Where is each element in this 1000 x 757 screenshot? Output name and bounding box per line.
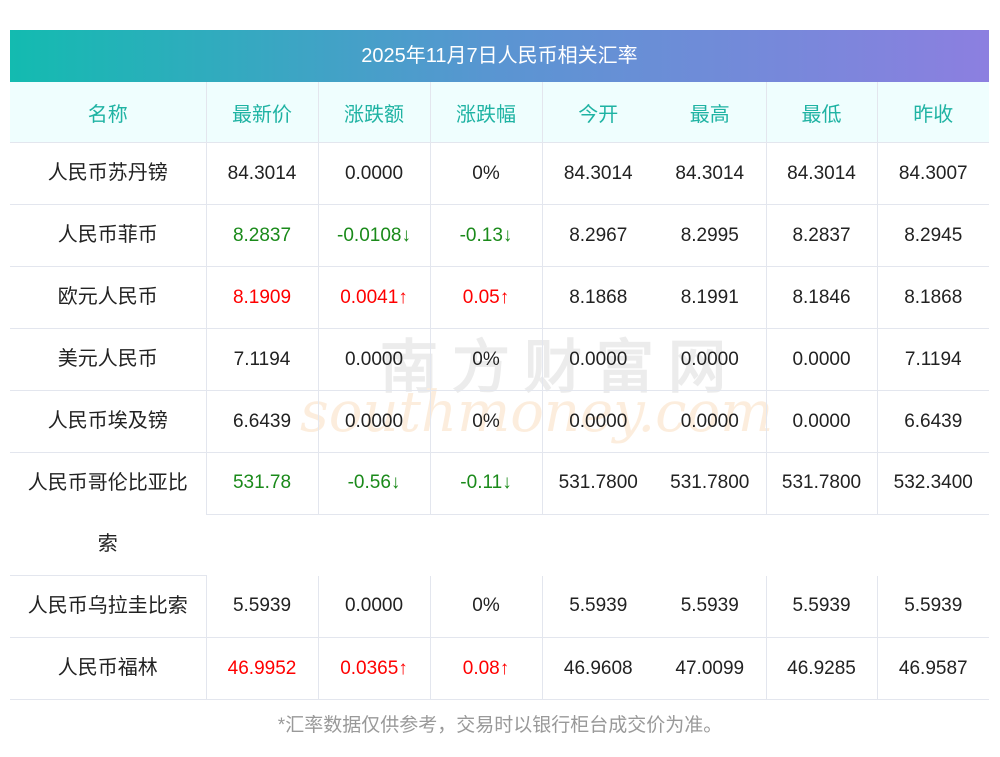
- rate-cell: 0.0000: [317, 575, 430, 638]
- rate-cell: 0%: [429, 575, 542, 638]
- rate-cell: 84.3014: [765, 142, 877, 205]
- currency-name: 人民币埃及镑: [10, 390, 206, 453]
- rate-cell: 0.05↑: [429, 266, 542, 329]
- rate-cell: 5.5939: [654, 575, 766, 638]
- rate-cell: 531.7800: [541, 452, 654, 515]
- table-row: 人民币苏丹镑 84.3014 0.0000 0% 84.3014 84.3014 84.30…: [10, 142, 989, 205]
- rate-cell: 0.0000: [654, 390, 766, 453]
- rate-cell: 8.1846: [765, 266, 877, 329]
- column-header[interactable]: 最新价: [205, 82, 318, 143]
- column-header[interactable]: 最低: [765, 82, 877, 143]
- rate-cell: 0.0000: [765, 328, 877, 391]
- rate-cell: 532.3400: [876, 452, 989, 515]
- rate-cell: 8.1991: [654, 266, 766, 329]
- rate-cell: 6.6439: [205, 390, 318, 453]
- rate-cell: 0.08↑: [429, 637, 542, 700]
- rate-cell: 0%: [429, 390, 542, 453]
- table-row: 人民币埃及镑 6.6439 0.0000 0% 0.0000 0.0000 0.0000 6.…: [10, 390, 989, 453]
- rate-cell: 0.0041↑: [317, 266, 430, 329]
- rate-cell: 0.0000: [317, 328, 430, 391]
- rate-cell: 46.9608: [541, 637, 654, 700]
- rate-cell: 6.6439: [876, 390, 989, 453]
- rate-cell: 8.2945: [876, 204, 989, 267]
- rate-cell: 7.1194: [876, 328, 989, 391]
- rate-cell: 5.5939: [541, 575, 654, 638]
- rate-cell: 531.7800: [765, 452, 877, 515]
- currency-name: 美元人民币: [10, 328, 206, 391]
- rate-cell: 8.1909: [205, 266, 318, 329]
- rate-cell: 7.1194: [205, 328, 318, 391]
- rate-cell: 0%: [429, 328, 542, 391]
- column-header[interactable]: 今开: [541, 82, 654, 143]
- column-header[interactable]: 名称: [10, 82, 206, 143]
- table-row: 人民币乌拉圭比索 5.5939 0.0000 0% 5.5939 5.5939 5.5939…: [10, 575, 989, 638]
- rate-cell: 47.0099: [654, 637, 766, 700]
- rate-cell: 8.2837: [765, 204, 877, 267]
- rate-cell: 0.0000: [541, 328, 654, 391]
- rate-cell: 84.3014: [205, 142, 318, 205]
- rate-cell: 0.0000: [317, 142, 430, 205]
- rate-cell: 84.3007: [876, 142, 989, 205]
- table-row: 美元人民币 7.1194 0.0000 0% 0.0000 0.0000 0.0000 7.1…: [10, 328, 989, 391]
- rate-cell: 0.0000: [317, 390, 430, 453]
- rate-cell: 46.9587: [876, 637, 989, 700]
- column-header[interactable]: 涨跌幅: [429, 82, 542, 143]
- rate-cell: 8.1868: [876, 266, 989, 329]
- empty-cell: [206, 514, 989, 575]
- column-header[interactable]: 昨收: [876, 82, 989, 143]
- rate-cell: -0.56↓: [317, 452, 430, 515]
- rate-cell: 8.2995: [654, 204, 766, 267]
- currency-name: 人民币苏丹镑: [10, 142, 206, 205]
- table-title: 2025年11月7日人民币相关汇率: [10, 30, 989, 82]
- rate-cell: 84.3014: [541, 142, 654, 205]
- rate-cell: -0.11↓: [429, 452, 542, 515]
- table-row: 人民币哥伦比亚比索 531.78 -0.56↓ -0.11↓ 531.7800 531.7…: [10, 452, 989, 576]
- rate-cell: 46.9285: [765, 637, 877, 700]
- rate-cell: 0.0365↑: [317, 637, 430, 700]
- currency-name: 人民币菲币: [10, 204, 206, 267]
- rate-cell: -0.13↓: [429, 204, 542, 267]
- rate-cell: 531.7800: [654, 452, 766, 515]
- table-row: 欧元人民币 8.1909 0.0041↑ 0.05↑ 8.1868 8.1991 8.184…: [10, 266, 989, 329]
- currency-name: 人民币福林: [10, 637, 206, 700]
- rate-cell: 46.9952: [205, 637, 318, 700]
- currency-name: 欧元人民币: [10, 266, 206, 329]
- column-header[interactable]: 涨跌额: [317, 82, 430, 143]
- currency-name: 人民币哥伦比亚比索: [10, 452, 206, 576]
- rate-cell: 0.0000: [765, 390, 877, 453]
- rate-cell: 84.3014: [654, 142, 766, 205]
- column-header[interactable]: 最高: [654, 82, 766, 143]
- rate-cell: -0.0108↓: [317, 204, 430, 267]
- table-row: 人民币菲币 8.2837 -0.0108↓ -0.13↓ 8.2967 8.2995 8.2…: [10, 204, 989, 267]
- rate-cell: 0.0000: [541, 390, 654, 453]
- rate-cell: 8.2837: [205, 204, 318, 267]
- header-row: 名称 最新价 涨跌额 涨跌幅 今开 最高 最低 昨收: [10, 82, 989, 143]
- currency-name: 人民币乌拉圭比索: [10, 575, 206, 638]
- rate-cell: 5.5939: [765, 575, 877, 638]
- disclaimer: *汇率数据仅供参考，交易时以银行柜台成交价为准。: [277, 715, 723, 736]
- rate-cell: 5.5939: [876, 575, 989, 638]
- rate-cell: 0%: [429, 142, 542, 205]
- table-row: 人民币福林 46.9952 0.0365↑ 0.08↑ 46.9608 47.0099 46…: [10, 637, 989, 700]
- rate-cell: 8.1868: [541, 266, 654, 329]
- rate-cell: 0.0000: [654, 328, 766, 391]
- rate-cell: 8.2967: [541, 204, 654, 267]
- rate-cell: 5.5939: [205, 575, 318, 638]
- exchange-rate-table: 名称 最新价 涨跌额 涨跌幅 今开 最高 最低 昨收 人民币苏丹镑 84.3014 0.0000 0…: [10, 82, 989, 700]
- rate-cell: 531.78: [205, 452, 318, 515]
